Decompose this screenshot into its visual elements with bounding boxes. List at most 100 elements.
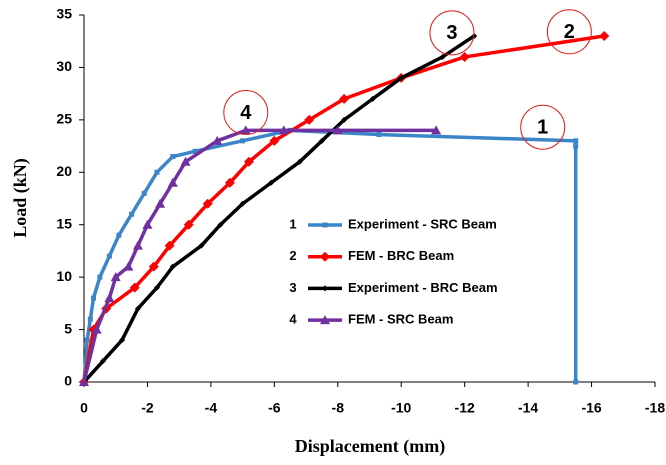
legend-key: 3 [289,280,296,295]
marker [129,211,135,217]
marker [167,177,178,187]
legend-label: Experiment - BRC Beam [348,280,498,295]
legend-key: 2 [289,248,296,263]
marker [142,219,153,229]
x-tick-label: -6 [268,400,281,416]
marker [369,95,376,102]
marker [332,125,343,135]
marker [320,251,330,262]
marker [243,156,254,167]
annotation-circle [223,90,269,136]
marker [183,219,194,230]
marker [322,222,328,228]
legend-key: 4 [289,312,297,327]
marker [106,253,112,259]
marker [97,274,103,280]
x-axis-label: Displacement (mm) [295,436,445,457]
y-axis-label: Load (kN) [10,158,31,238]
marker [83,358,89,364]
marker [84,337,90,343]
marker [339,93,350,104]
marker [148,261,159,272]
legend-key: 1 [289,216,296,231]
annotation-label: 3 [446,22,457,44]
annotation-label: 1 [537,116,548,138]
marker [134,305,141,312]
x-tick-label: -14 [518,400,538,416]
marker [318,137,325,144]
y-tick-label: 5 [64,320,72,336]
marker [164,240,175,251]
marker [459,51,470,62]
marker [240,125,251,135]
x-tick-label: -16 [581,400,601,416]
marker [155,198,166,208]
marker [599,30,610,41]
x-tick-label: -18 [645,400,665,416]
marker [278,125,289,135]
marker [153,284,160,291]
x-tick-label: -2 [141,400,154,416]
y-tick-label: 25 [56,111,72,127]
marker [192,148,198,154]
marker [341,116,348,123]
x-tick-label: -10 [391,400,411,416]
marker [141,190,147,196]
marker [91,295,97,301]
annotation-circle [520,104,566,150]
y-tick-label: 30 [56,58,72,74]
x-tick-label: -8 [332,400,345,416]
marker [398,74,405,81]
annotation-circle [429,10,475,56]
marker [217,221,224,228]
legend-label: Experiment - SRC Beam [348,216,497,231]
marker [269,135,280,146]
marker [198,242,205,249]
annotation-label: 4 [240,102,252,124]
x-tick-label: -12 [455,400,475,416]
marker [87,316,93,322]
marker [169,263,176,270]
marker [239,200,246,207]
series-line [82,34,605,383]
marker [110,272,121,282]
marker [320,315,330,325]
marker [224,177,235,188]
marker [439,53,446,60]
marker [129,282,140,293]
marker [573,379,579,385]
x-tick-label: -4 [205,400,218,416]
marker [240,138,246,144]
legend-label: FEM - BRC Beam [348,248,454,263]
marker [123,261,134,271]
y-tick-label: 20 [56,163,72,179]
y-tick-label: 10 [56,268,72,284]
marker [104,293,115,303]
marker [431,125,442,135]
marker [100,358,107,365]
marker [212,135,223,145]
marker [116,232,122,238]
legend [280,208,556,336]
annotation-label: 2 [564,21,575,43]
x-tick-label: 0 [80,400,88,416]
legend-label: FEM - SRC Beam [348,312,453,327]
marker [202,198,213,209]
marker [268,179,275,186]
marker [376,132,382,138]
marker [132,240,143,250]
marker [170,154,176,160]
marker [154,169,160,175]
marker [573,138,579,144]
marker [180,156,191,166]
marker [91,324,102,334]
marker [79,377,89,386]
y-tick-label: 35 [56,6,72,22]
marker [296,158,303,165]
marker [304,114,315,125]
marker [119,337,126,344]
y-tick-label: 0 [64,373,72,389]
annotation-circle [546,9,592,55]
y-tick-label: 15 [56,215,72,231]
